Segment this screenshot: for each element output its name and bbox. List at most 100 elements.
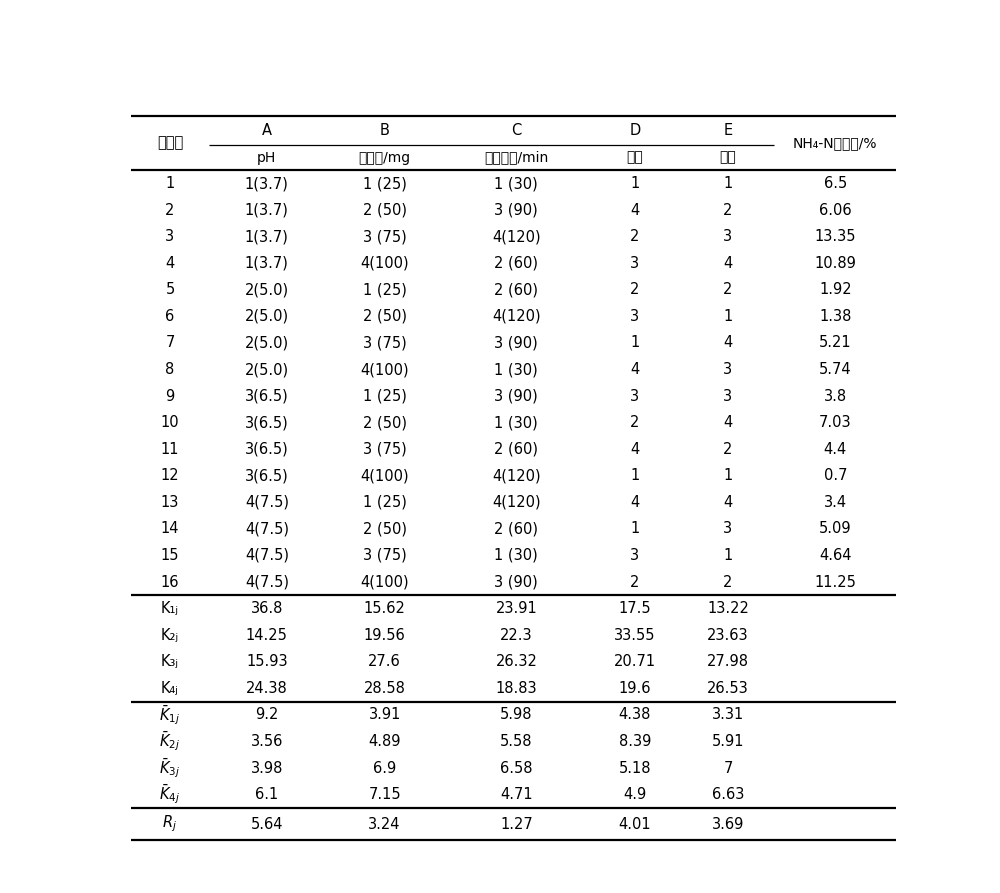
Text: 8.39: 8.39 [619,734,651,749]
Text: pH: pH [257,151,276,164]
Text: K₂ⱼ: K₂ⱼ [161,628,179,643]
Text: 7: 7 [723,761,733,775]
Text: 18.83: 18.83 [496,680,537,696]
Text: 3 (90): 3 (90) [494,574,538,589]
Text: 1 (25): 1 (25) [363,495,407,510]
Text: 6.9: 6.9 [373,761,396,775]
Text: 3(6.5): 3(6.5) [245,415,289,430]
Text: 3.4: 3.4 [824,495,847,510]
Text: 22.3: 22.3 [500,628,533,643]
Text: 2 (50): 2 (50) [363,309,407,324]
Text: $\bar{K}_{3j}$: $\bar{K}_{3j}$ [159,756,181,780]
Text: 1 (25): 1 (25) [363,176,407,191]
Text: 2(5.0): 2(5.0) [245,362,289,377]
Text: 3(6.5): 3(6.5) [245,442,289,456]
Text: 3: 3 [630,548,640,563]
Text: 4.71: 4.71 [500,787,533,802]
Text: 4: 4 [723,495,733,510]
Text: 1: 1 [630,176,640,191]
Text: 19.56: 19.56 [364,628,406,643]
Text: 3: 3 [723,362,733,377]
Text: 2: 2 [630,282,640,297]
Text: 3.8: 3.8 [824,388,847,404]
Text: 3: 3 [165,230,175,244]
Text: 2: 2 [723,203,733,218]
Text: 2(5.0): 2(5.0) [245,309,289,324]
Text: 1.92: 1.92 [819,282,852,297]
Text: 4: 4 [630,203,640,218]
Text: 2(5.0): 2(5.0) [245,336,289,350]
Text: 3 (90): 3 (90) [494,203,538,218]
Text: 7: 7 [165,336,175,350]
Text: 4(7.5): 4(7.5) [245,574,289,589]
Text: 1 (25): 1 (25) [363,388,407,404]
Text: $R_{j}$: $R_{j}$ [162,814,177,834]
Text: 4: 4 [723,255,733,271]
Text: 4.01: 4.01 [619,816,651,831]
Text: 3: 3 [723,230,733,244]
Text: 3(6.5): 3(6.5) [245,468,289,483]
Text: 17.5: 17.5 [619,601,651,616]
Text: 3.91: 3.91 [368,707,401,722]
Text: 4.4: 4.4 [824,442,847,456]
Text: 2: 2 [723,442,733,456]
Text: 5.64: 5.64 [251,816,283,831]
Text: 2: 2 [630,574,640,589]
Text: D: D [629,122,641,138]
Text: 5.09: 5.09 [819,522,852,537]
Text: 4.89: 4.89 [368,734,401,749]
Text: 4: 4 [165,255,175,271]
Text: 3: 3 [630,255,640,271]
Text: 试验号: 试验号 [157,136,183,150]
Text: 4(7.5): 4(7.5) [245,548,289,563]
Text: 0.7: 0.7 [824,468,847,483]
Text: 1: 1 [165,176,175,191]
Text: 13.35: 13.35 [815,230,856,244]
Text: 27.6: 27.6 [368,655,401,669]
Text: 7.03: 7.03 [819,415,852,430]
Text: 15: 15 [161,548,179,563]
Text: K₃ⱼ: K₃ⱼ [161,655,179,669]
Text: 4(120): 4(120) [492,468,541,483]
Text: 3 (90): 3 (90) [494,336,538,350]
Text: 2(5.0): 2(5.0) [245,282,289,297]
Text: K₁ⱼ: K₁ⱼ [161,601,179,616]
Text: 3 (75): 3 (75) [363,336,406,350]
Text: 1: 1 [723,548,733,563]
Text: 9: 9 [165,388,175,404]
Text: 5.91: 5.91 [712,734,744,749]
Text: 1: 1 [723,468,733,483]
Text: 1(3.7): 1(3.7) [245,176,289,191]
Text: 1 (25): 1 (25) [363,282,407,297]
Text: 2 (60): 2 (60) [494,282,538,297]
Text: 11.25: 11.25 [814,574,856,589]
Text: 3 (75): 3 (75) [363,442,406,456]
Text: 4(100): 4(100) [360,574,409,589]
Text: 3 (75): 3 (75) [363,548,406,563]
Text: 空列: 空列 [627,151,643,164]
Text: C: C [511,122,522,138]
Text: 14.25: 14.25 [246,628,288,643]
Text: 4(100): 4(100) [360,255,409,271]
Text: 2 (50): 2 (50) [363,203,407,218]
Text: 2 (60): 2 (60) [494,442,538,456]
Text: K₄ⱼ: K₄ⱼ [161,680,179,696]
Text: 1(3.7): 1(3.7) [245,230,289,244]
Text: 16: 16 [161,574,179,589]
Text: 5: 5 [165,282,175,297]
Text: 2: 2 [165,203,175,218]
Text: 6.5: 6.5 [824,176,847,191]
Text: 6.63: 6.63 [712,787,744,802]
Text: 20.71: 20.71 [614,655,656,669]
Text: 3.69: 3.69 [712,816,744,831]
Text: 13: 13 [161,495,179,510]
Text: 6.06: 6.06 [819,203,852,218]
Text: 1 (30): 1 (30) [494,362,538,377]
Text: 26.32: 26.32 [495,655,537,669]
Text: 28.58: 28.58 [364,680,406,696]
Text: 4(100): 4(100) [360,468,409,483]
Text: 3 (75): 3 (75) [363,230,406,244]
Text: 3(6.5): 3(6.5) [245,388,289,404]
Text: 5.21: 5.21 [819,336,852,350]
Text: 4(7.5): 4(7.5) [245,522,289,537]
